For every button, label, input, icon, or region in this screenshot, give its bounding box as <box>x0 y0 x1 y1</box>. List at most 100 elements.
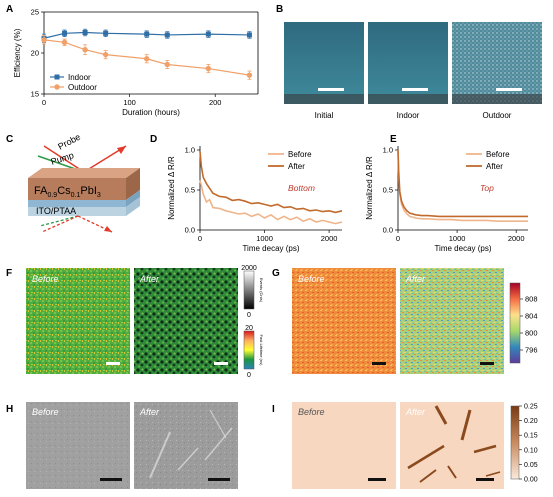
film-top-face <box>28 168 140 178</box>
cbar-tick-label: 800 <box>525 329 538 338</box>
cbar-events-min: 0 <box>247 312 251 319</box>
x-tick-label: 200 <box>209 98 222 107</box>
cbar-events-title: Events (Cnts) <box>259 278 264 303</box>
map-f-before <box>26 268 130 374</box>
x-axis-title: Time decay (ps) <box>242 244 299 253</box>
panel-letter-b: B <box>276 4 283 15</box>
map-g-after <box>400 268 504 374</box>
y-axis-title: Efficiency (%) <box>13 28 22 77</box>
map-g-before <box>292 268 396 374</box>
cbar-life-title: Fast Lifetime (ns) <box>259 335 264 367</box>
data-point <box>164 61 170 68</box>
x-tick-label: 2000 <box>321 234 338 243</box>
crystal-needles <box>407 405 501 483</box>
panel-i-maps: Before After 0.25 0.20 0.15 0.10 0.05 0.00 <box>292 402 538 489</box>
panel-letter-h: H <box>6 404 13 415</box>
series-line-before <box>199 180 343 225</box>
data-point <box>82 30 88 35</box>
cbar-life-min: 0 <box>247 372 251 379</box>
data-point <box>62 30 68 36</box>
colorbar-g-ticks: 808 804 800 796 <box>520 295 538 355</box>
y-axis-title: Normalized Δ R/R <box>167 156 176 220</box>
panel-a-chart: 0 100 200 15 20 25 Duration (hours) Efficiency … <box>13 8 259 117</box>
y-tick-label: 0.5 <box>383 186 393 195</box>
before-label: Before <box>32 407 59 417</box>
data-point <box>164 32 170 38</box>
y-tick-label: 0.5 <box>185 186 195 195</box>
scale-bar <box>480 362 494 365</box>
panel-c-schematic: Probe Pump FA0.9Cs0.1PbI3 ITO/PTAA <box>28 132 140 233</box>
cbar-tick-label: 0.15 <box>524 433 538 440</box>
data-point <box>103 30 109 36</box>
data-point <box>144 56 150 62</box>
caption-initial: Initial <box>315 111 334 120</box>
legend-label: After <box>486 162 503 171</box>
panel-f-maps: Before After 2000 0 20 0 Events (Cnts) F… <box>26 265 264 379</box>
series-line-after <box>397 149 528 218</box>
x-axis-title: Time decay (ps) <box>434 244 491 253</box>
cbar-tick-label: 0.00 <box>524 477 538 484</box>
panel-letters: A B C D E F G H I <box>6 4 397 415</box>
scale-bar <box>368 478 386 481</box>
probe-arrowhead <box>117 146 126 154</box>
scale-bar <box>372 362 386 365</box>
photo-indoor <box>368 22 448 104</box>
probe-label: Probe <box>56 132 82 152</box>
caption-indoor: Indoor <box>397 111 420 120</box>
panel-letter-e: E <box>390 134 397 145</box>
data-point <box>205 65 212 72</box>
before-label: Before <box>32 274 59 284</box>
cbar-tick-label: 804 <box>525 312 538 321</box>
colorbar-g <box>509 282 521 364</box>
cbar-life-max: 20 <box>245 325 253 332</box>
panel-d-chart: 0 1000 2000 0.0 0.5 1.0 Time decay (ps) Normali… <box>167 146 343 253</box>
annotation-label: Bottom <box>288 183 315 193</box>
glass-layer <box>28 207 126 216</box>
x-tick-label: 2000 <box>508 234 525 243</box>
caption-outdoor: Outdoor <box>483 111 512 120</box>
x-tick-label: 1000 <box>256 234 273 243</box>
y-tick-label: 0.0 <box>185 226 195 235</box>
x-tick-label: 1000 <box>449 234 466 243</box>
after-label: After <box>405 274 426 284</box>
panel-letter-i: I <box>272 404 275 415</box>
scale-bar <box>106 362 120 365</box>
x-tick-label: 0 <box>198 234 202 243</box>
cbar-tick-label: 0.25 <box>524 404 538 411</box>
legend-label: Before <box>288 150 312 159</box>
series-line-before <box>397 149 528 222</box>
data-point <box>102 51 109 58</box>
y-tick-label: 0.0 <box>383 226 393 235</box>
data-point <box>61 39 68 46</box>
legend-label: Before <box>486 150 510 159</box>
photo-outdoor <box>452 22 542 104</box>
data-point <box>82 47 88 53</box>
panel-letter-a: A <box>6 4 13 15</box>
substrate-label: ITO/PTAA <box>36 206 76 216</box>
cbar-tick-label: 0.10 <box>524 447 538 454</box>
panel-g-maps: Before After 808 804 800 796 <box>292 268 538 374</box>
map-i-before <box>292 402 396 489</box>
ito-ptaa-layer <box>28 200 126 207</box>
data-point <box>246 32 252 38</box>
map-i-after <box>400 402 504 489</box>
legend-label: Outdoor <box>68 83 97 92</box>
y-tick-label: 25 <box>31 8 39 17</box>
y-axis-title: Normalized Δ R/R <box>365 156 374 220</box>
before-label: Before <box>298 407 325 417</box>
before-label: Before <box>298 274 325 284</box>
cbar-tick-label: 0.20 <box>524 418 538 425</box>
cbar-tick-label: 796 <box>525 346 538 355</box>
data-point <box>205 31 211 37</box>
x-axis-title: Duration (hours) <box>122 108 180 117</box>
series-line-indoor <box>43 31 250 39</box>
panel-b-photos: Initial Indoor Outdoor <box>284 22 542 120</box>
map-f-after <box>134 268 238 374</box>
y-tick-label: 15 <box>31 90 39 99</box>
sem-before <box>26 402 130 489</box>
legend-marker <box>54 74 60 80</box>
series-line-outdoor <box>43 39 250 76</box>
scale-bar <box>208 478 230 481</box>
panel-letter-g: G <box>272 268 280 279</box>
